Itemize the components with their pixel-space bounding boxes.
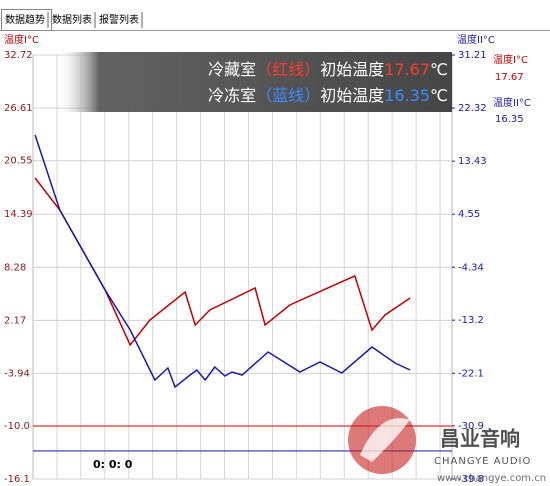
readout-value: 16.35 [495,114,524,125]
logo-swoosh [360,418,410,462]
y2-tick-label: 4.55 [458,209,480,220]
y-tick-label: 8.28 [4,262,26,273]
legend-entry: 冷藏室（红线）初始温度17.67℃ [208,60,448,79]
legend-part: 17.67 [384,60,430,79]
grid: -16.1 -10.0 -3.94 2.17 8.28 14.39 20.55 26.61 32… [4,50,487,485]
y2-tick-label: 13.43 [458,156,487,167]
legend-part: ℃ [430,86,448,105]
readout-value: 17.67 [495,72,524,83]
legend-part: 冷藏室 [208,60,256,79]
time-label: 0: 0: 0 [93,458,133,471]
legend-box [60,52,452,112]
series-line [34,134,411,389]
y-tick-label: -16.1 [4,474,30,485]
y2-tick-label: -39.8 [458,474,484,485]
y2-tick-label: 22.32 [458,103,487,114]
legend-part: （蓝线） [256,86,320,105]
y-tick-label: 32.72 [4,50,33,61]
legend-part: 初始温度 [320,60,384,79]
y-tick-label: 20.55 [4,156,33,167]
legend-part: 冷冻室 [208,86,256,105]
legend-entry: 冷冻室（蓝线）初始温度16.35℃ [208,86,448,105]
tab[interactable]: 报警列表 [99,13,139,26]
y2-tick-label: 31.21 [458,50,487,61]
tabs: 数据趋势 数据列表 报警列表 [5,12,143,28]
y-tick-label: -3.94 [4,368,30,379]
legend-part: ℃ [430,60,448,79]
y2-tick-label: -22.1 [458,368,484,379]
y2-axis-title: 温度II°C [457,33,495,46]
tab[interactable]: 数据趋势 [5,13,45,26]
readout-label: 温度II°C [493,96,531,109]
watermark: 昌业音响 CHANGYE AUDIO www.changye.com.cn [348,406,546,484]
watermark-english: CHANGYE AUDIO [434,456,531,467]
y2-tick-label: -13.2 [458,315,484,326]
active-tab-frame [1,9,52,31]
y-tick-label: 14.39 [4,209,33,220]
y-tick-label: 26.61 [4,103,33,114]
watermark-url: www.changye.com.cn [437,473,546,484]
y2-tick-label: -4.34 [458,262,484,273]
readout-label: 温度I°C [493,53,528,66]
y-axis-title: 温度I°C [4,33,39,46]
watermark-name: 昌业音响 [440,427,520,451]
y2-tick-label: -30.9 [458,421,484,432]
legend-part: 16.35 [384,86,430,105]
series-line [34,177,411,347]
legend: 冷藏室（红线）初始温度17.67℃ 温度I°C17.67冷冻室（蓝线）初始温度16… [208,53,531,125]
y-tick-label: -10.0 [4,421,30,432]
legend-part: 初始温度 [320,86,384,105]
legend-part: （红线） [256,60,320,79]
tab[interactable]: 数据列表 [52,13,92,26]
y-tick-label: 2.17 [4,315,26,326]
